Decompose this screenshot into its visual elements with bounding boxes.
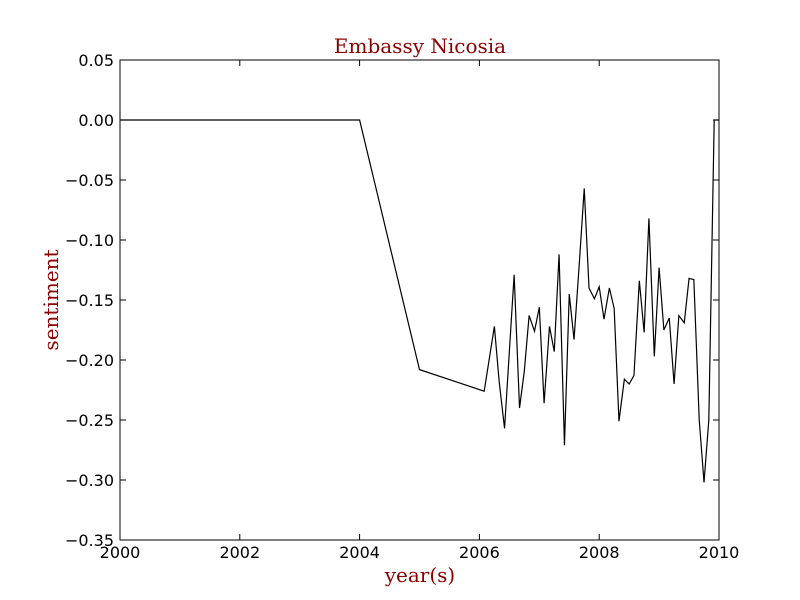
x-tick-label: 2004 [339, 543, 380, 562]
x-tick-label: 2006 [459, 543, 500, 562]
axis-ticks: 2000 2002 2004 2006 2008 2010 0.05 0.00 −0.05 −0.… [65, 51, 739, 562]
y-tick-label: −0.05 [65, 171, 114, 190]
y-tick-label: −0.35 [65, 531, 114, 550]
y-tick-label: 0.05 [78, 51, 114, 70]
series-line [120, 119, 719, 483]
y-tick-label: −0.10 [65, 231, 114, 250]
y-tick-label: −0.25 [65, 411, 114, 430]
x-tick-label: 2000 [100, 543, 141, 562]
x-tick-label: 2008 [579, 543, 620, 562]
data-series [120, 119, 719, 483]
x-tick-label: 2010 [699, 543, 740, 562]
y-tick-label: 0.00 [78, 111, 114, 130]
y-axis-label: sentiment [39, 249, 63, 350]
plot-frame [119, 59, 720, 541]
x-axis-label: year(s) [384, 563, 456, 587]
y-tick-label: −0.30 [65, 471, 114, 490]
y-tick-label: −0.15 [65, 291, 114, 310]
y-tick-label: −0.20 [65, 351, 114, 370]
chart-title: Embassy Nicosia [334, 34, 506, 58]
x-tick-label: 2002 [219, 543, 260, 562]
